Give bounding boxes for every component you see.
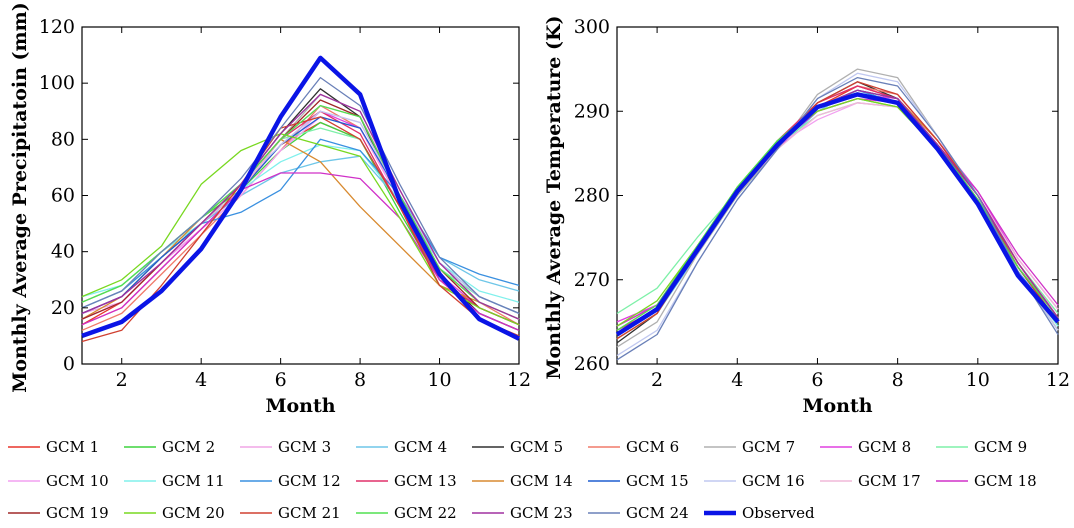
y-tick-label: 290: [574, 100, 610, 122]
y-tick-label: 280: [574, 185, 610, 207]
series-line-observed: [615, 92, 1060, 337]
series-line-gcm-24: [616, 76, 1059, 361]
legend-label: GCM 23: [510, 504, 573, 522]
legend-label: GCM 13: [394, 472, 457, 490]
y-tick-label: 300: [574, 16, 610, 38]
y-tick-label: 40: [51, 241, 75, 263]
x-tick-label: 10: [966, 369, 990, 391]
legend-label: GCM 9: [974, 438, 1027, 456]
legend-label: GCM 16: [742, 472, 805, 490]
legend-label: GCM 1: [46, 438, 99, 456]
legend-label: GCM 2: [162, 438, 215, 456]
legend-label: Observed: [742, 504, 815, 522]
y-axis-title: Monthly Average Temperature (K): [543, 15, 565, 379]
legend-label: GCM 14: [510, 472, 573, 490]
y-tick-label: 0: [63, 353, 75, 375]
legend-label: GCM 5: [510, 438, 563, 456]
x-tick-label: 12: [1046, 369, 1070, 391]
legend-label: GCM 10: [46, 472, 109, 490]
legend-label: GCM 22: [394, 504, 457, 522]
x-tick-label: 6: [275, 369, 287, 391]
y-tick-label: 120: [39, 16, 75, 38]
y-tick-label: 270: [574, 269, 610, 291]
y-tick-label: 20: [51, 297, 75, 319]
y-tick-label: 260: [574, 353, 610, 375]
series-line-observed: [81, 55, 520, 341]
legend-label: GCM 12: [278, 472, 341, 490]
temperature-chart: 2 4 6 8 10 12 260 270 280 290 300 Month Monthly Aver…: [543, 15, 1070, 417]
legend-label: GCM 4: [394, 438, 447, 456]
legend-label: GCM 24: [626, 504, 689, 522]
x-tick-label: 6: [811, 369, 823, 391]
x-tick-label: 8: [892, 369, 904, 391]
x-tick-label: 8: [354, 369, 366, 391]
legend-label: GCM 8: [858, 438, 911, 456]
x-tick-label: 2: [651, 369, 663, 391]
legend-label: GCM 20: [162, 504, 225, 522]
series-line-gcm-22: [81, 104, 520, 320]
legend-label: GCM 19: [46, 504, 109, 522]
y-tick-label: 60: [51, 185, 75, 207]
x-axis-title: Month: [265, 395, 335, 417]
legend-label: GCM 7: [742, 438, 795, 456]
x-tick-label: 10: [427, 369, 451, 391]
x-tick-label: 4: [731, 369, 743, 391]
series-line-gcm-24: [81, 76, 520, 314]
x-tick-label: 12: [507, 369, 531, 391]
legend-label: GCM 21: [278, 504, 341, 522]
plot-area: [81, 26, 520, 365]
series-line-gcm-18: [81, 172, 520, 331]
series-line-gcm-19: [81, 99, 520, 326]
series-line-gcm-12: [81, 138, 520, 309]
legend-label: GCM 6: [626, 438, 679, 456]
legend-label: GCM 18: [974, 472, 1037, 490]
x-axis-title: Month: [802, 395, 872, 417]
y-tick-label: 80: [51, 128, 75, 150]
legend-label: GCM 11: [162, 472, 225, 490]
x-tick-label: 4: [195, 369, 207, 391]
plot-area: [616, 26, 1059, 365]
series-line-gcm-20: [81, 133, 520, 326]
legend-label: GCM 3: [278, 438, 331, 456]
y-tick-label: 100: [39, 72, 75, 94]
legend-label: GCM 15: [626, 472, 689, 490]
legend: GCM 1 GCM 2 GCM 3 GCM 4 GCM 5 GCM 6 GCM 7 GCM 8…: [8, 438, 1037, 522]
y-axis-title: Monthly Average Precipitatoin (mm): [9, 2, 31, 392]
series-line-gcm-23: [81, 93, 520, 320]
legend-label: GCM 17: [858, 472, 921, 490]
x-tick-label: 2: [116, 369, 128, 391]
